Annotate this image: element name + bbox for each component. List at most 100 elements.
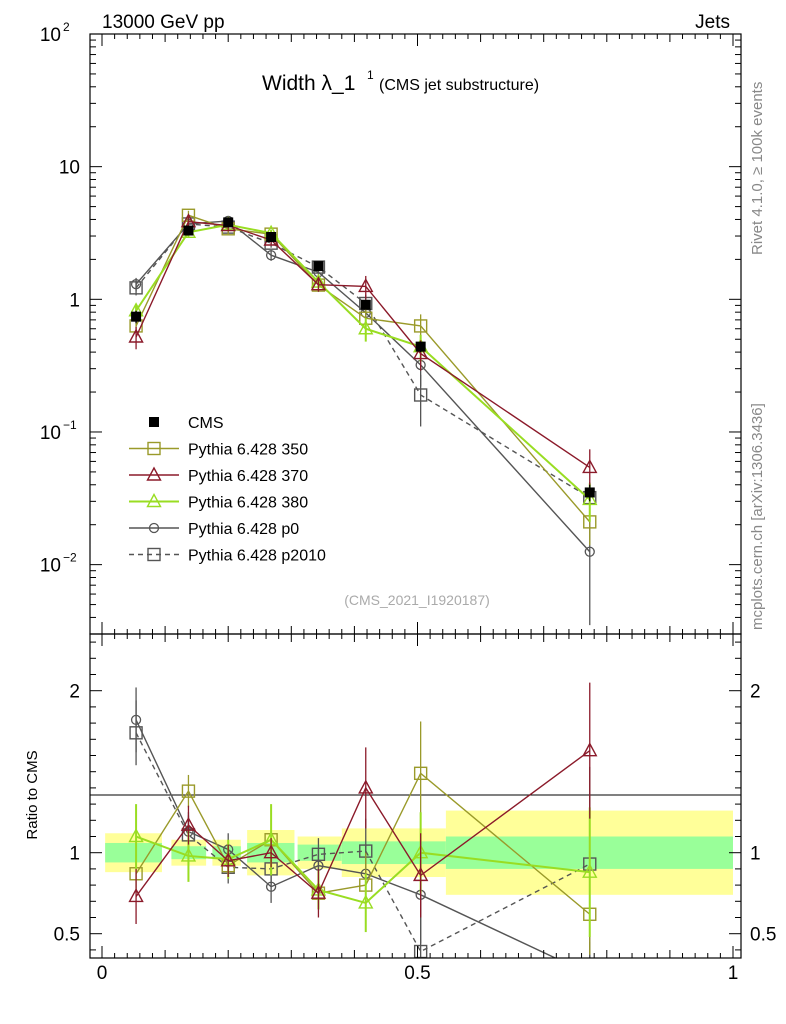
legend-label: Pythia 6.428 350: [188, 442, 308, 459]
data-point: [313, 261, 324, 272]
ratio-band-inner: [341, 841, 446, 865]
header-left: 13000 GeV pp: [102, 12, 225, 33]
mcplots-label: mcplots.cern.ch [arXiv:1306.3436]: [749, 403, 766, 630]
ratio-point: [413, 766, 428, 781]
legend-marker: [149, 417, 159, 427]
ratio-point: [180, 847, 197, 862]
ratio-line: [135, 772, 591, 915]
ratio-plot-frame: [89, 633, 742, 959]
data-point: [582, 490, 598, 506]
ratio-band-inner: [297, 844, 342, 861]
legend-item: Pythia 6.428 370: [129, 466, 308, 485]
data-point: [582, 459, 598, 474]
x-tick-label: 1: [728, 963, 739, 984]
ratio-point: [128, 828, 144, 843]
ratio-point: [582, 742, 598, 757]
x-tick-label: 0: [97, 963, 108, 984]
ratio-y-tick-label-right: 0.5: [750, 925, 776, 946]
title-main: Width λ_1: [262, 72, 355, 95]
legend-label: CMS: [188, 415, 224, 432]
ratio-y-tick-label-left: 2: [69, 682, 80, 703]
ratio-point: [585, 970, 594, 979]
legend-label: Pythia 6.428 370: [188, 468, 308, 485]
legend-marker: [147, 547, 161, 562]
data-point: [266, 231, 277, 242]
ratio-point: [180, 816, 197, 831]
y-tick-label: 1: [69, 290, 80, 311]
ratio-point: [263, 844, 279, 859]
header-right: Jets: [695, 12, 730, 33]
legend: CMS Pythia 6.428 350 Pythia 6.428 370 Pythi…: [129, 415, 326, 565]
ratio-line: [135, 719, 557, 958]
series-0: [131, 217, 595, 502]
data-point: [415, 341, 426, 352]
data-point: [183, 225, 194, 236]
ratio-ylabel: Ratio to CMS: [24, 750, 41, 839]
ratio-point: [412, 866, 429, 882]
ratio-y-tick-label-right: 2: [750, 682, 761, 703]
data-point: [310, 276, 327, 291]
rivet-label: Rivet 4.1.0, ≥ 100k events: [749, 82, 766, 255]
legend-label: Pythia 6.428 p0: [188, 521, 299, 538]
legend-marker: [147, 441, 161, 456]
y-tick-label: 10: [40, 556, 61, 577]
data-point: [360, 299, 371, 310]
ratio-point: [358, 894, 374, 909]
ratio-point: [181, 784, 196, 798]
legend-marker: [146, 493, 162, 508]
data-point: [358, 277, 374, 293]
data-point: [131, 311, 142, 322]
y-tick-label: 10: [59, 158, 80, 179]
y-tick-label-exponent: 2: [63, 20, 70, 34]
data-point: [584, 546, 595, 557]
ratio-line: [135, 750, 591, 897]
ratio-point: [220, 852, 236, 867]
ratio-y-tick-label-left: 0.5: [54, 925, 80, 946]
main-series-layer: [128, 208, 598, 626]
y-tick-label: 10: [40, 25, 61, 46]
data-point: [413, 319, 428, 333]
ratio-point: [358, 779, 374, 794]
legend-label: Pythia 6.428 380: [188, 495, 308, 512]
legend-item: Pythia 6.428 p0: [129, 521, 299, 538]
data-point: [130, 279, 142, 290]
data-point: [128, 328, 144, 343]
y-tick-label-exponent: −2: [63, 551, 77, 565]
data-point: [584, 487, 595, 498]
legend-item: CMS: [149, 415, 224, 432]
series-line: [135, 223, 591, 499]
legend-item: Pythia 6.428 350: [129, 442, 308, 459]
series-line: [135, 220, 591, 469]
y-tick-label-exponent: −1: [63, 418, 77, 432]
series-line: [135, 223, 591, 501]
data-point: [223, 217, 234, 228]
ratio-uncertainty-bands: [105, 810, 733, 895]
ratio-panel: 0.5 0.5 1 1 2 2 Ratio to CMS: [24, 633, 776, 979]
title-subtitle: (CMS jet substructure): [379, 77, 539, 94]
data-point: [412, 345, 429, 360]
x-tick-label: 0.5: [404, 963, 430, 984]
ratio-y-tick-label-right: 1: [750, 844, 761, 865]
y-tick-label: 10: [40, 423, 61, 444]
ratio-point: [128, 887, 144, 903]
data-point: [358, 320, 374, 335]
plot-title: Width λ_1 1 (CMS jet substructure): [262, 68, 539, 95]
legend-marker: [146, 466, 162, 481]
legend-item: Pythia 6.428 380: [129, 493, 308, 512]
ratio-point: [130, 714, 142, 726]
legend-label: Pythia 6.428 p2010: [188, 548, 326, 565]
ratio-series-layer: [128, 682, 598, 979]
ratio-y-tick-label-left: 1: [69, 844, 80, 865]
main-plot-frame: [89, 33, 742, 635]
data-point: [413, 388, 428, 402]
series-line: [135, 220, 591, 553]
legend-marker: [148, 522, 160, 534]
ratio-series-2: [128, 682, 598, 924]
ratio-point: [310, 884, 327, 899]
ratio-band-inner: [105, 842, 162, 863]
title-superscript: 1: [367, 68, 374, 82]
data-point: [265, 250, 277, 261]
